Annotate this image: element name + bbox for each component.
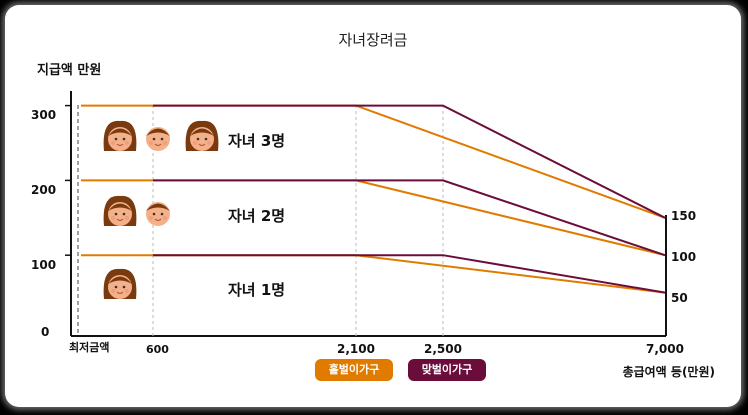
right-label-150: 150 xyxy=(671,209,696,223)
girl-face-icon xyxy=(103,195,137,226)
dual-income-line-1-children xyxy=(153,254,666,294)
x-tick-2100: 2,100 xyxy=(337,342,375,356)
children-2-label: 자녀 2명 xyxy=(228,207,285,225)
x-tick-600: 600 xyxy=(146,343,169,356)
children-3-label: 자녀 3명 xyxy=(228,132,285,150)
y-tick-200: 200 xyxy=(31,183,56,197)
boy-face-icon xyxy=(146,127,170,151)
child-faces xyxy=(103,120,219,299)
right-label-100: 100 xyxy=(671,250,696,264)
series-lines xyxy=(81,104,666,294)
legend-dual-income: 맞벌이가구 xyxy=(408,359,486,381)
x-tick-7000: 7,000 xyxy=(646,342,684,356)
children-1-label: 자녀 1명 xyxy=(228,281,285,299)
single-income-line-3-children xyxy=(81,104,666,219)
x-axis-label: 총급여액 등(만원) xyxy=(623,364,715,379)
single-income-line-1-children xyxy=(81,254,666,294)
girl-face-icon xyxy=(103,120,137,151)
y-axis-label: 지급액 만원 xyxy=(37,62,101,78)
x-tick-2500: 2,500 xyxy=(424,342,462,356)
boy-face-icon xyxy=(146,202,170,226)
dual-income-line-2-children xyxy=(153,179,666,257)
girl-face-icon xyxy=(185,120,219,151)
girl-face-icon xyxy=(103,268,137,299)
x-label-min-wage: 최저금액 xyxy=(69,340,109,354)
dual-income-line-3-children xyxy=(153,104,666,219)
right-label-50: 50 xyxy=(671,291,688,305)
chart-frame: 자녀장려금 지급액 만원 총급여액 등(만원) 300 200 100 0 최저… xyxy=(5,5,741,407)
legend-single-income: 홑벌이가구 xyxy=(315,359,393,381)
y-tick-300: 300 xyxy=(31,108,56,122)
chart-title: 자녀장려금 xyxy=(338,31,407,49)
y-tick-100: 100 xyxy=(31,258,56,272)
chart-svg: 자녀장려금 지급액 만원 총급여액 등(만원) 300 200 100 0 최저… xyxy=(31,31,715,379)
y-tick-0: 0 xyxy=(41,325,49,339)
axes xyxy=(70,91,667,337)
